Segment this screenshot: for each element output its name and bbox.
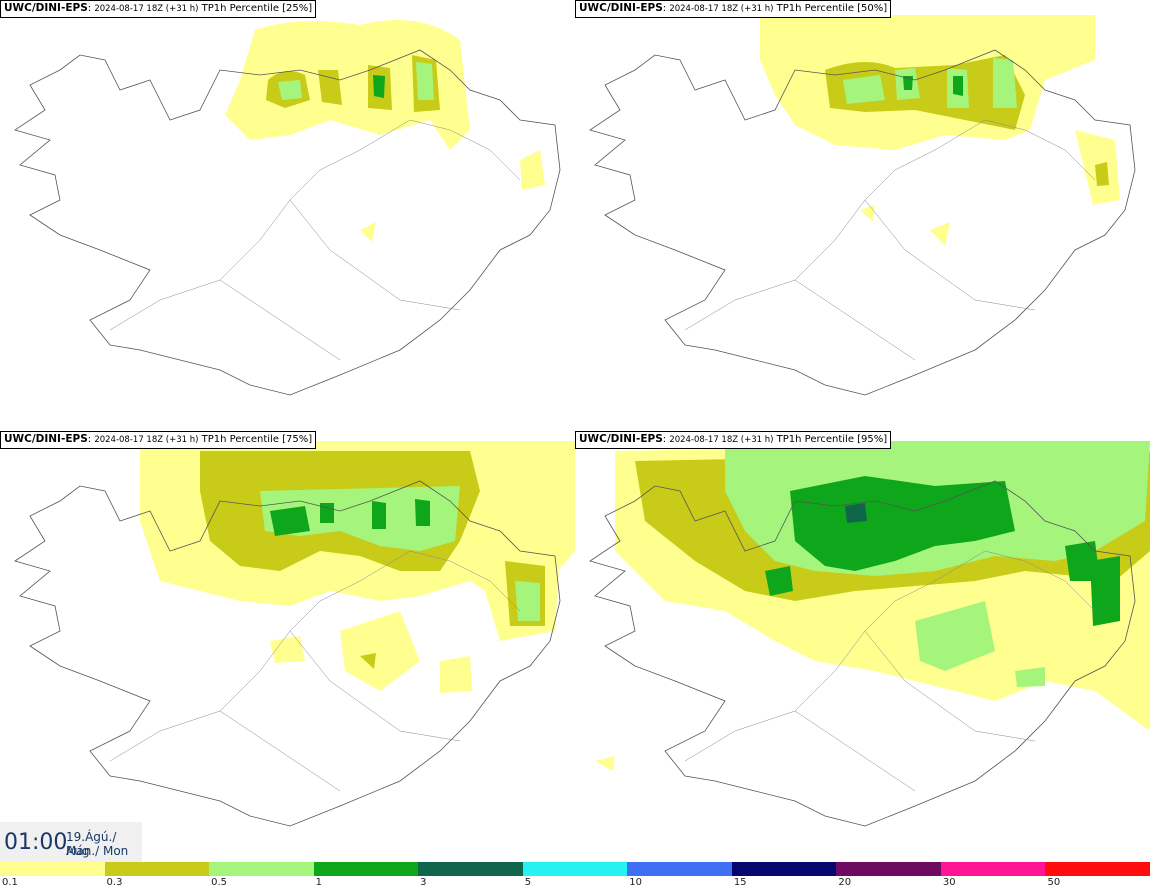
coastline xyxy=(589,49,1136,396)
scale-swatch xyxy=(522,862,628,876)
scale-tick-label: 1 xyxy=(315,877,322,888)
valid-weekday: Mán./ Mon xyxy=(66,844,129,858)
scale-swatch xyxy=(313,862,419,876)
scale-swatch xyxy=(418,862,523,876)
scale-swatch xyxy=(627,862,732,876)
precip-map xyxy=(14,20,561,396)
precip-fill xyxy=(140,441,575,693)
valid-time-box: 01:00 19.Ágú./ Aug Mán./ Mon xyxy=(0,822,142,862)
road-network xyxy=(109,119,521,361)
valid-time-clock: 01:00 xyxy=(4,830,68,855)
scale-swatch xyxy=(104,862,210,876)
scale-tick-label: 0.5 xyxy=(211,877,227,888)
scale-swatch xyxy=(731,862,837,876)
map-panel-p95: UWC/DINI-EPS: 2024-08-17 18Z (+31 h) TP1… xyxy=(575,431,1150,861)
precip-fill xyxy=(760,15,1120,246)
scale-tick-label: 30 xyxy=(942,877,956,888)
precip-fill xyxy=(225,20,545,242)
precip-fill xyxy=(595,441,1150,771)
precip-map xyxy=(589,441,1150,827)
panel-title: UWC/DINI-EPS: 2024-08-17 18Z (+31 h) TP1… xyxy=(575,431,892,449)
scale-swatch xyxy=(0,862,105,876)
panel-title: UWC/DINI-EPS: 2024-08-17 18Z (+31 h) TP1… xyxy=(0,0,317,18)
panel-title: UWC/DINI-EPS: 2024-08-17 18Z (+31 h) TP1… xyxy=(575,0,892,18)
scale-tick-label: 3 xyxy=(420,877,427,888)
scale-tick-label: 50 xyxy=(1047,877,1061,888)
precip-map xyxy=(14,441,575,827)
scale-tick-label: 0.3 xyxy=(106,877,123,888)
scale-tick-label: 0.1 xyxy=(2,877,18,888)
scale-swatch xyxy=(836,862,941,876)
scale-tick-label: 15 xyxy=(733,877,747,888)
map-panel-p50: UWC/DINI-EPS: 2024-08-17 18Z (+31 h) TP1… xyxy=(575,0,1150,430)
scale-swatch xyxy=(940,862,1046,876)
scale-tick-label: 10 xyxy=(629,877,642,888)
scale-swatch xyxy=(1045,862,1150,876)
map-panel-p75: UWC/DINI-EPS: 2024-08-17 18Z (+31 h) TP1… xyxy=(0,431,575,861)
precip-map xyxy=(589,15,1136,396)
panel-title: UWC/DINI-EPS: 2024-08-17 18Z (+31 h) TP1… xyxy=(0,431,317,449)
road-network xyxy=(684,550,1096,792)
valid-date: 19.Ágú./ Aug xyxy=(66,830,117,858)
color-scale xyxy=(0,862,1150,876)
coastline xyxy=(14,480,561,827)
scale-tick-label: 5 xyxy=(524,877,532,888)
coastline xyxy=(14,49,561,396)
scale-tick-label: 20 xyxy=(838,877,852,888)
road-network xyxy=(684,119,1096,361)
scale-swatch xyxy=(209,862,314,876)
road-network xyxy=(109,550,521,792)
coastline xyxy=(589,480,1136,827)
map-panel-p25: UWC/DINI-EPS: 2024-08-17 18Z (+31 h) TP1… xyxy=(0,0,575,430)
color-scale-ticks: 0.1 0.3 0.5 1 3 5 10 15 20 30 50 xyxy=(0,876,1150,891)
